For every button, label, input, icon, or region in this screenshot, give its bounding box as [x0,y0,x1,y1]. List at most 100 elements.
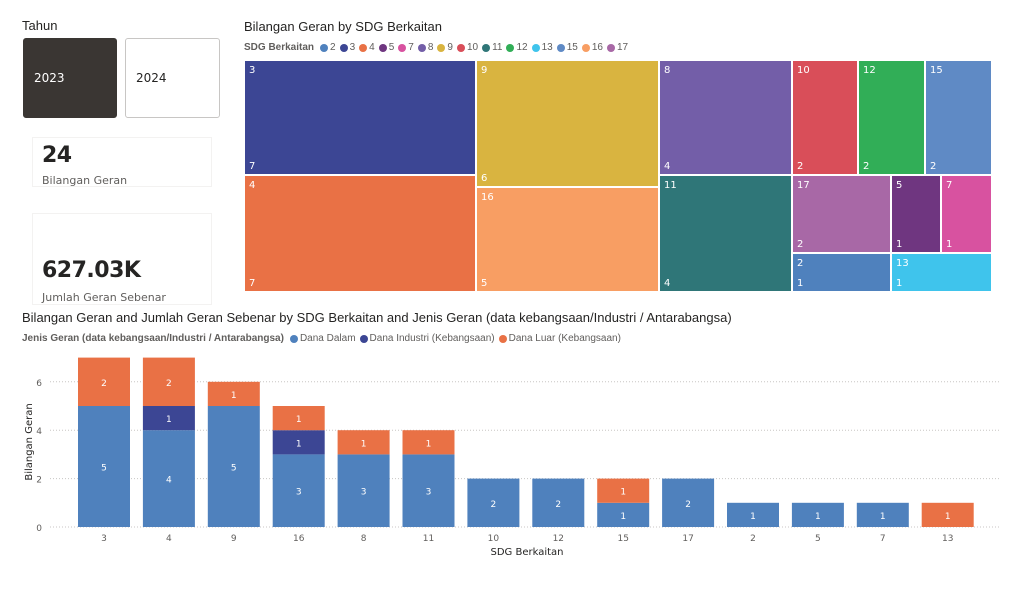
treemap-legend-item[interactable]: 13 [531,42,553,53]
treemap-cell-value: 1 [797,278,804,289]
bar-legend-item[interactable]: Dana Dalam [289,333,356,344]
treemap-legend-item[interactable]: 3 [339,42,355,53]
x-tick-label: 15 [617,534,628,544]
y-tick-label: 0 [36,524,42,534]
slicer-title: Tahun [22,18,58,33]
bar-segment[interactable] [78,357,130,406]
legend-dot-icon [456,43,465,52]
legend-dot-icon [556,43,565,52]
legend-label: 17 [616,42,629,53]
bar-segment[interactable] [402,454,455,527]
legend-label: 12 [516,42,528,53]
treemap-legend-item[interactable]: 12 [506,42,528,53]
legend-label: 2 [330,42,336,53]
treemap-legend: SDG Berkaitan 2 3 4 5 7 8 9 10 11 12 13 15 16 17 [244,42,632,53]
bar-data-label: 1 [620,512,626,522]
card-label: Bilangan Geran [42,174,128,187]
legend-dot-icon [398,43,407,52]
treemap-legend-item[interactable]: 5 [378,42,394,53]
bar-segment[interactable] [272,430,325,455]
bar-segment[interactable] [78,406,130,527]
legend-dot-icon [359,334,368,343]
slicer-option-2023[interactable]: 2023 [23,38,117,118]
slicer-option-2024[interactable]: 2024 [125,38,220,118]
treemap-cell-sdg-17[interactable]: 17 2 [793,176,890,252]
bar-segment[interactable] [207,406,260,527]
bar-segment[interactable] [207,381,260,406]
treemap-cell-sdg-13[interactable]: 13 1 [892,254,991,291]
bar-segment[interactable] [532,478,585,527]
bar-data-label: 1 [361,439,367,449]
treemap-cell-sdg-12[interactable]: 12 2 [859,61,924,174]
treemap-cell-value: 2 [863,161,870,172]
bar-segment[interactable] [142,357,195,406]
bar-segment[interactable] [662,478,715,527]
treemap-legend-item[interactable]: 11 [482,42,502,53]
bar-segment[interactable] [791,502,844,527]
bar-segment[interactable] [142,406,195,431]
bar-segment[interactable] [272,454,325,527]
bar-segment[interactable] [142,430,195,527]
bar-segment[interactable] [921,502,974,527]
bar-segment[interactable] [272,406,325,431]
legend-label: 15 [566,42,578,53]
bar-data-label: 1 [815,512,821,522]
bar-chart-legend: Jenis Geran (data kebangsaan/Industri / … [22,333,625,344]
treemap-legend-item[interactable]: 2 [320,42,336,53]
x-tick-label: 7 [880,534,886,544]
x-tick-label: 8 [361,534,367,544]
treemap-legend-item[interactable]: 16 [581,42,603,53]
bar-data-label: 1 [296,415,302,425]
bar-data-label: 2 [101,379,107,389]
treemap-cell-value: 7 [249,161,256,172]
legend-title: SDG Berkaitan [244,42,315,53]
bar-data-label: 2 [685,500,691,510]
treemap-legend-item[interactable]: 10 [456,42,478,53]
treemap-cell-value: 4 [664,278,671,289]
bar-segment[interactable] [402,430,455,455]
treemap-cell-sdg-15[interactable]: 15 2 [926,61,991,174]
legend-dot-icon [417,43,426,52]
x-axis-label: SDG Berkaitan [490,547,563,558]
card-value: 627.03K [42,258,141,283]
treemap-cell-sdg-10[interactable]: 10 2 [793,61,857,174]
bar-segment[interactable] [467,478,520,527]
treemap-cell-sdg-11[interactable]: 11 4 [660,176,791,291]
bar-segment[interactable] [337,454,390,527]
bar-segment[interactable] [597,478,650,503]
treemap-cell-value: 2 [797,239,804,250]
bar-data-label: 3 [296,488,302,498]
x-tick-label: 17 [682,534,693,544]
treemap-legend-item[interactable]: 8 [417,42,433,53]
legend-dot-icon [606,43,615,52]
bar-segment[interactable] [856,502,909,527]
bar-data-label: 1 [166,415,172,425]
legend-dot-icon [506,43,515,52]
bar-legend-item[interactable]: Dana Industri (Kebangsaan) [359,333,495,344]
bar-segment[interactable] [597,502,650,527]
bar-segment[interactable] [727,502,779,527]
bar-legend-item[interactable]: Dana Luar (Kebangsaan) [498,333,621,344]
treemap-cell-label: 17 [797,180,810,191]
treemap-cell-label: 4 [249,180,256,191]
bar-data-label: 1 [880,512,886,522]
treemap-legend-item[interactable]: 7 [398,42,414,53]
treemap-cell-value: 2 [797,161,804,172]
legend-dot-icon [289,334,298,343]
treemap-cell-label: 13 [896,258,909,269]
treemap-legend-item[interactable]: 17 [606,42,629,53]
treemap-legend-item[interactable]: 4 [359,42,375,53]
y-axis-label: Bilangan Geran [24,403,35,480]
treemap-cell-sdg-16[interactable]: 16 5 [477,188,658,291]
treemap-legend-item[interactable]: 9 [437,42,453,53]
treemap-legend-item[interactable]: 15 [556,42,578,53]
bar-segment[interactable] [337,430,390,455]
